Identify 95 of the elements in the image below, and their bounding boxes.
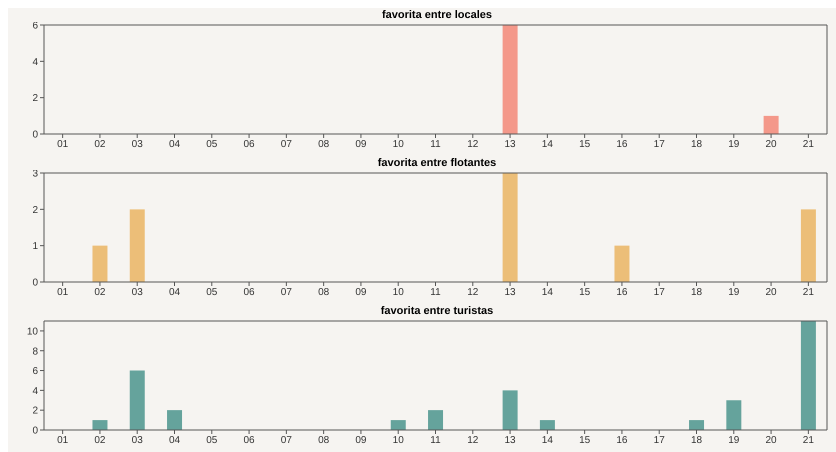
y-tick-label: 0 — [32, 130, 38, 141]
x-tick-label: 18 — [690, 435, 702, 446]
bar — [540, 420, 555, 430]
x-tick-label: 04 — [168, 287, 180, 298]
chart-title: favorita entre locales — [380, 8, 494, 22]
x-tick-label: 09 — [355, 287, 367, 298]
x-tick-label: 02 — [94, 287, 106, 298]
x-tick-label: 03 — [132, 139, 144, 150]
bar — [92, 420, 108, 430]
x-tick-label: 19 — [728, 435, 740, 446]
bar — [502, 173, 518, 282]
x-tick-label: 10 — [392, 139, 404, 150]
x-tick-label: 05 — [206, 435, 218, 446]
x-tick-label: 04 — [168, 435, 180, 446]
x-tick-label: 02 — [94, 435, 106, 446]
x-tick-label: 16 — [616, 139, 628, 150]
x-tick-label: 11 — [430, 435, 442, 446]
x-tick-label: 01 — [57, 435, 69, 446]
x-tick-label: 05 — [206, 287, 218, 298]
chart-title: favorita entre flotantes — [376, 156, 498, 170]
x-tick-label: 14 — [542, 435, 554, 446]
x-tick-label: 06 — [244, 287, 256, 298]
x-tick-label: 03 — [132, 435, 144, 446]
bar — [689, 420, 704, 430]
bar — [800, 209, 816, 282]
bar — [130, 370, 145, 430]
x-tick-label: 19 — [728, 139, 740, 150]
y-tick-label: 2 — [32, 93, 38, 104]
x-tick-label: 12 — [467, 435, 479, 446]
y-tick-label: 4 — [32, 56, 38, 68]
x-tick-label: 21 — [802, 435, 814, 446]
x-tick-label: 17 — [654, 435, 666, 446]
y-tick-label: 8 — [32, 346, 38, 358]
x-tick-label: 10 — [392, 435, 404, 446]
bar — [92, 246, 108, 282]
x-tick-label: 02 — [94, 139, 106, 150]
y-tick-label: 6 — [32, 20, 38, 32]
x-tick-label: 12 — [467, 287, 479, 298]
x-tick-label: 19 — [728, 287, 740, 298]
bar — [390, 420, 406, 430]
x-tick-label: 18 — [690, 139, 702, 150]
y-tick-label: 2 — [32, 204, 38, 216]
bar — [800, 321, 816, 430]
x-tick-label: 08 — [318, 287, 330, 298]
x-tick-label: 20 — [766, 139, 778, 150]
bar — [614, 246, 630, 282]
x-tick-label: 15 — [579, 435, 591, 446]
bar — [428, 410, 444, 430]
x-tick-label: 07 — [280, 287, 292, 298]
x-tick-label: 17 — [654, 139, 666, 150]
x-tick-label: 08 — [318, 139, 330, 150]
x-tick-label: 03 — [132, 287, 144, 298]
x-tick-label: 14 — [542, 139, 554, 150]
bar — [726, 400, 742, 430]
x-tick-label: 11 — [430, 139, 442, 150]
x-tick-label: 06 — [244, 139, 256, 150]
y-tick-label: 0 — [32, 426, 38, 437]
x-tick-label: 21 — [802, 287, 814, 298]
x-tick-label: 04 — [168, 139, 180, 150]
y-tick-label: 4 — [32, 386, 38, 397]
x-tick-label: 13 — [504, 287, 516, 298]
x-tick-label: 09 — [355, 139, 367, 150]
y-tick-label: 3 — [32, 168, 38, 180]
y-tick-label: 1 — [32, 241, 38, 252]
x-tick-label: 07 — [280, 139, 292, 150]
x-tick-label: 15 — [579, 139, 591, 150]
x-tick-label: 17 — [654, 287, 666, 298]
x-tick-label: 20 — [766, 287, 778, 298]
x-tick-label: 15 — [579, 287, 591, 298]
chart-title: favorita entre turistas — [380, 304, 494, 318]
x-tick-label: 05 — [206, 139, 218, 150]
x-tick-label: 18 — [690, 287, 702, 298]
x-tick-label: 11 — [430, 287, 442, 298]
x-tick-label: 12 — [467, 139, 479, 150]
bar — [502, 390, 518, 430]
x-tick-label: 08 — [318, 435, 330, 446]
x-tick-label: 20 — [766, 435, 778, 446]
bar — [167, 410, 182, 430]
x-tick-label: 16 — [616, 435, 628, 446]
y-tick-label: 0 — [32, 278, 38, 289]
y-tick-label: 6 — [32, 366, 38, 378]
x-tick-label: 21 — [802, 139, 814, 150]
x-tick-label: 01 — [57, 287, 69, 298]
x-tick-label: 13 — [504, 435, 516, 446]
x-tick-label: 16 — [616, 287, 628, 298]
bar — [130, 209, 145, 282]
x-tick-label: 01 — [57, 139, 69, 150]
x-tick-label: 13 — [504, 139, 516, 150]
x-tick-label: 10 — [392, 287, 404, 298]
x-tick-label: 07 — [280, 435, 292, 446]
x-tick-label: 09 — [355, 435, 367, 446]
x-tick-label: 06 — [244, 435, 256, 446]
x-tick-label: 14 — [542, 287, 554, 298]
y-tick-label: 10 — [26, 326, 38, 338]
y-tick-label: 2 — [32, 406, 38, 417]
